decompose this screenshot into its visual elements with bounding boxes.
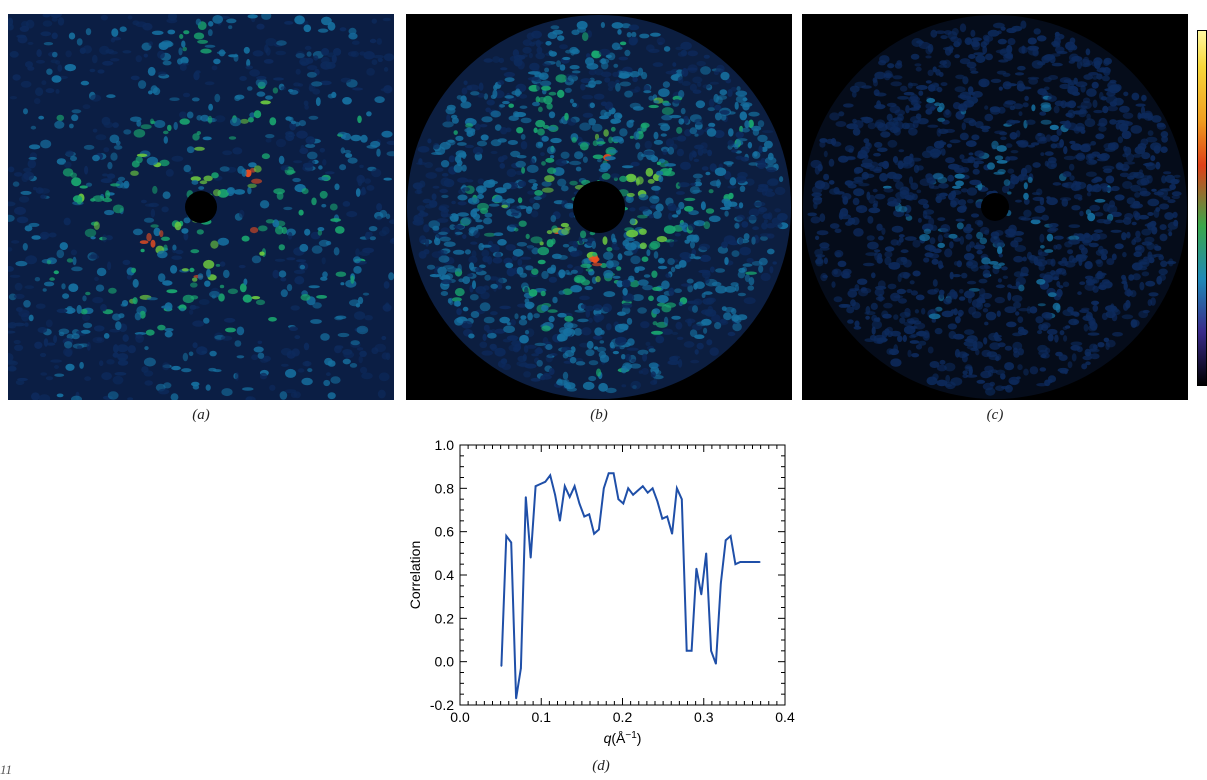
data-point [617, 498, 620, 500]
data-point [559, 520, 561, 522]
data-point [715, 663, 717, 665]
data-point [568, 496, 571, 498]
data-point [695, 567, 698, 570]
data-point [505, 535, 508, 537]
data-point [632, 494, 634, 496]
tick-label-group: 0.0 0.1 0.2 0.3 0.4-0.20.00.20.40.60.81.0 [430, 437, 795, 725]
data-point [529, 556, 532, 559]
data-point [676, 487, 678, 490]
plot-frame [459, 444, 786, 706]
y-axis-label: Correlation [407, 541, 423, 609]
correlation-chart: 0.0 0.1 0.2 0.3 0.4-0.20.00.20.40.60.81.0 Co… [407, 437, 795, 747]
data-point [583, 515, 586, 518]
diffraction-image-c [802, 14, 1188, 400]
data-point [724, 539, 727, 542]
diffraction-panel-c [802, 14, 1188, 400]
data-point [510, 541, 512, 544]
data-point [525, 496, 527, 498]
data-point [593, 533, 595, 535]
data-point [500, 665, 503, 667]
data-point [666, 515, 668, 518]
data-point [651, 487, 654, 490]
x-tick-label: 0.3 [694, 709, 714, 725]
x-tick-label: 0.4 [775, 709, 795, 725]
x-tick-label: 0.0 [450, 709, 470, 725]
data-point [754, 561, 756, 563]
data-point [656, 500, 659, 503]
x-tick-label: 0.2 [613, 709, 633, 725]
data-point [642, 485, 644, 487]
caption-c: (c) [986, 407, 1004, 423]
y-tick-label: 0.4 [435, 567, 455, 583]
x-tick-label: 0.1 [532, 709, 552, 725]
data-point [685, 650, 688, 652]
x-axis-label: q(Å−1) [604, 730, 642, 747]
data-point [720, 582, 722, 585]
x-axis-label-close: ) [637, 730, 642, 746]
x-axis-label-sup: −1 [625, 730, 637, 741]
data-point [759, 561, 761, 563]
x-axis-label-q: q [604, 730, 612, 746]
data-point [710, 650, 712, 652]
y-tick-label: 0.6 [435, 524, 455, 540]
data-point [739, 561, 742, 563]
diffraction-panel-a [8, 14, 394, 400]
data-point [578, 502, 581, 505]
correlation-series-line [500, 472, 760, 699]
y-tick-label: 0.0 [435, 654, 455, 670]
data-point [627, 487, 629, 490]
data-point [564, 485, 566, 487]
data-point [603, 487, 605, 490]
data-point [744, 561, 746, 563]
data-point [607, 472, 610, 474]
data-point [622, 502, 625, 505]
data-point [637, 489, 639, 492]
x-axis-label-unit: (Å [611, 730, 626, 746]
caption-d: (d) [592, 758, 610, 774]
figure-label: 11 [0, 762, 13, 777]
caption-b: (b) [590, 407, 608, 423]
data-point [749, 561, 751, 563]
caption-a: (a) [192, 407, 210, 423]
data-point [705, 552, 707, 555]
data-point [573, 485, 576, 487]
data-point [690, 650, 693, 652]
diffraction-panel-b [406, 14, 792, 400]
diffraction-image-a [8, 14, 394, 400]
y-tick-label: 0.8 [435, 480, 455, 496]
data-point [646, 491, 649, 494]
data-point [554, 494, 556, 496]
data-point [671, 533, 673, 535]
data-point [700, 593, 703, 596]
y-tick-label: -0.2 [430, 697, 454, 713]
data-point [515, 697, 517, 700]
data-point [539, 483, 542, 485]
point-group [500, 472, 761, 700]
y-tick-label: 1.0 [435, 437, 455, 453]
diffraction-image-b [406, 14, 792, 400]
data-point [544, 481, 547, 483]
data-point [520, 667, 522, 669]
data-point [612, 472, 615, 474]
tick-group [459, 444, 786, 706]
data-point [729, 535, 732, 537]
data-point [598, 528, 600, 531]
data-point [734, 563, 737, 565]
data-point [661, 517, 664, 520]
data-point [588, 513, 590, 516]
data-point [549, 474, 551, 477]
data-point [681, 498, 683, 500]
colorbar [1197, 30, 1207, 386]
y-tick-label: 0.2 [435, 610, 455, 626]
data-point [534, 485, 537, 487]
